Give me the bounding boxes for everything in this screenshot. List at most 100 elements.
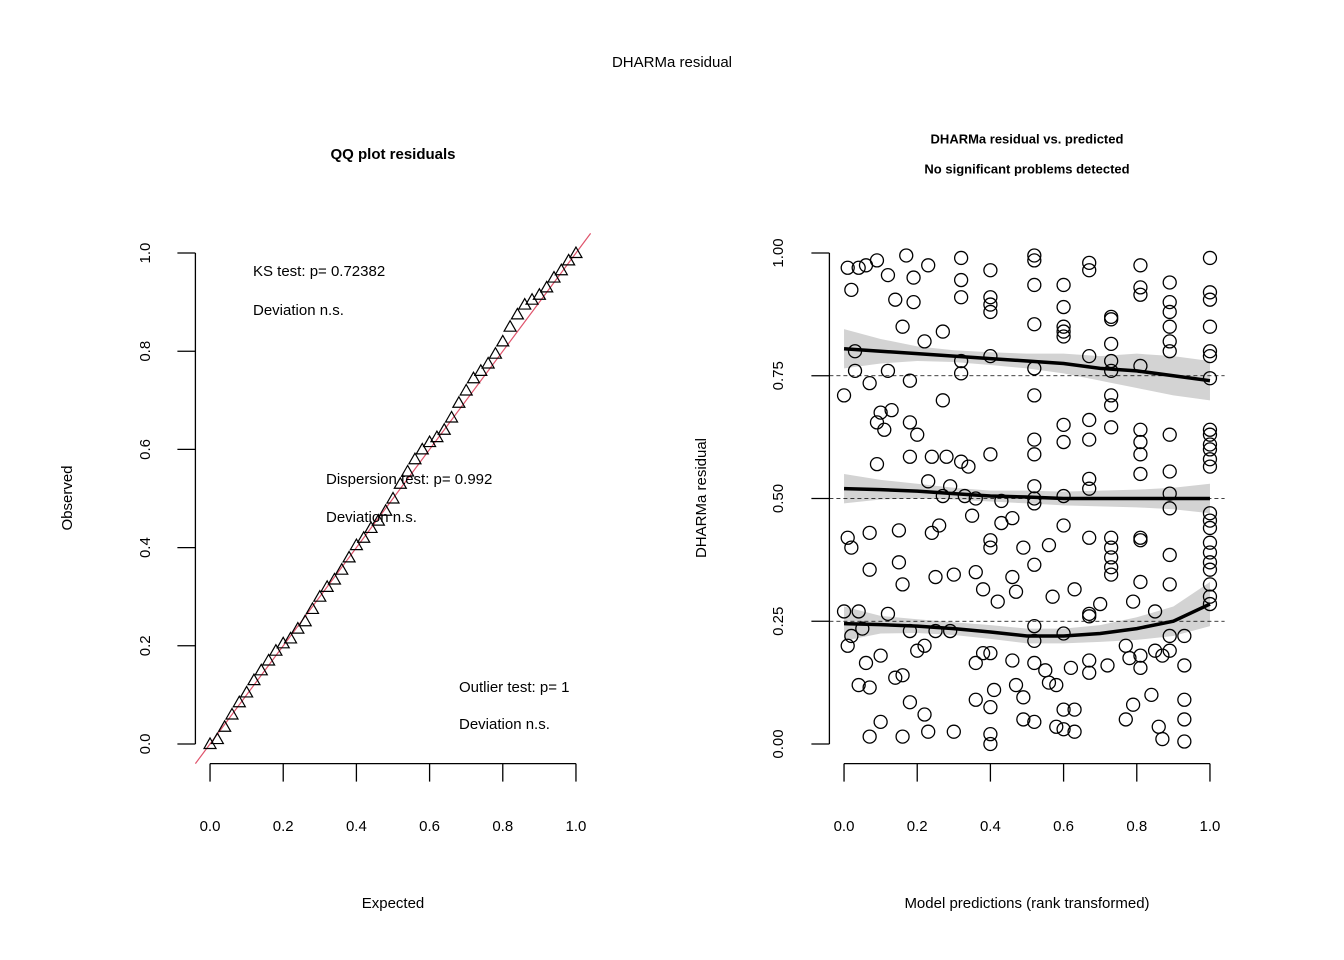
residual-point bbox=[1202, 442, 1218, 457]
qq-point bbox=[349, 537, 364, 551]
residual-point bbox=[869, 253, 885, 268]
residual-point bbox=[1118, 712, 1133, 727]
residual-point bbox=[862, 525, 877, 541]
residual-point bbox=[968, 564, 983, 580]
y-tick-label: 0.8 bbox=[137, 341, 154, 362]
residual-point bbox=[1067, 582, 1082, 597]
residual-point bbox=[1162, 304, 1177, 320]
residual-point bbox=[895, 668, 910, 683]
x-tick-label: 0.0 bbox=[200, 818, 221, 835]
residual-point bbox=[862, 680, 877, 695]
residual-point bbox=[953, 353, 969, 369]
residual-point bbox=[928, 623, 943, 639]
residual-point bbox=[1202, 452, 1218, 467]
residual-point bbox=[953, 250, 969, 266]
residual-point bbox=[1104, 560, 1119, 575]
residual-point bbox=[1104, 388, 1119, 403]
qq-point bbox=[334, 562, 349, 575]
residual-point bbox=[1027, 655, 1042, 671]
qq-point bbox=[415, 442, 430, 455]
residual-point bbox=[1202, 589, 1218, 604]
residual-point bbox=[1162, 547, 1177, 563]
residual-point bbox=[1027, 447, 1042, 462]
residual-point bbox=[1082, 412, 1097, 428]
residual-point bbox=[1016, 712, 1031, 727]
residual-point bbox=[1162, 319, 1177, 334]
x-tick-label: 0.6 bbox=[1053, 818, 1074, 835]
y-tick-label: 0.00 bbox=[770, 729, 787, 758]
residual-point bbox=[1067, 724, 1082, 739]
qq-point bbox=[217, 719, 232, 732]
residual-point bbox=[946, 724, 961, 739]
residual-point bbox=[844, 540, 859, 555]
residual-point bbox=[1104, 336, 1119, 352]
y-tick-label: 0.25 bbox=[770, 607, 787, 636]
residual-point bbox=[953, 366, 969, 381]
residual-point bbox=[1016, 540, 1031, 555]
residual-point bbox=[1202, 319, 1218, 334]
qq-point bbox=[393, 476, 408, 489]
residual-point bbox=[1147, 604, 1163, 619]
residual-point bbox=[1082, 609, 1097, 624]
annotation: Deviation n.s. bbox=[253, 302, 344, 319]
qq-point bbox=[371, 513, 386, 526]
residual-point bbox=[1049, 677, 1064, 693]
qq-point bbox=[546, 270, 562, 283]
qq-point bbox=[246, 672, 261, 686]
residual-point bbox=[1067, 702, 1082, 717]
residual-point bbox=[921, 724, 936, 739]
qq-point bbox=[503, 319, 518, 332]
qq-point bbox=[210, 731, 225, 745]
residual-point bbox=[1133, 422, 1148, 437]
residual-point bbox=[983, 699, 998, 715]
residual-point bbox=[1056, 722, 1071, 737]
residual-point bbox=[968, 692, 983, 707]
residual-point bbox=[1045, 589, 1060, 604]
y-tick-label: 0.6 bbox=[137, 439, 154, 460]
residual-point bbox=[1202, 555, 1218, 570]
residual-point bbox=[895, 729, 910, 744]
chart-title: QQ plot residuals bbox=[330, 146, 455, 163]
residual-point bbox=[1177, 628, 1192, 644]
residual-point bbox=[1162, 501, 1177, 516]
residual-point bbox=[1063, 660, 1079, 676]
y-tick-label: 0.4 bbox=[137, 537, 154, 558]
residual-point bbox=[1133, 258, 1148, 273]
x-tick-label: 0.8 bbox=[1126, 818, 1147, 835]
residual-point bbox=[851, 260, 866, 275]
residual-point bbox=[939, 449, 954, 464]
qq-point bbox=[568, 245, 583, 259]
residual-point bbox=[1162, 275, 1177, 290]
qq-point bbox=[342, 550, 357, 563]
residual-point bbox=[910, 427, 925, 442]
residual-point bbox=[1008, 584, 1024, 599]
residual-point bbox=[961, 459, 976, 474]
residual-point bbox=[921, 258, 936, 273]
residual-point bbox=[902, 695, 918, 710]
residual-point bbox=[1038, 663, 1053, 678]
residual-point bbox=[1202, 562, 1218, 577]
residual-point bbox=[917, 638, 932, 653]
residual-point bbox=[953, 272, 969, 288]
residual-point bbox=[943, 623, 958, 639]
residual-point bbox=[844, 628, 859, 644]
residual-point bbox=[1082, 432, 1097, 447]
residual-point bbox=[983, 736, 998, 752]
residual-point bbox=[1202, 437, 1218, 452]
qq-point bbox=[561, 253, 576, 266]
quantile-fit bbox=[843, 602, 1211, 638]
residual-point bbox=[1133, 287, 1148, 302]
residual-point bbox=[1056, 329, 1071, 344]
residual-point bbox=[1125, 594, 1141, 609]
residual-point bbox=[1027, 714, 1042, 730]
residual-point bbox=[1104, 550, 1119, 565]
residual-point bbox=[1133, 434, 1148, 450]
residual-point bbox=[1104, 530, 1119, 545]
x-tick-label: 0.2 bbox=[273, 818, 294, 835]
residual-point bbox=[847, 363, 863, 379]
residual-point bbox=[840, 638, 855, 653]
residual-point bbox=[1100, 658, 1115, 673]
qq-point bbox=[400, 464, 415, 477]
annotation: Deviation n.s. bbox=[459, 716, 550, 733]
